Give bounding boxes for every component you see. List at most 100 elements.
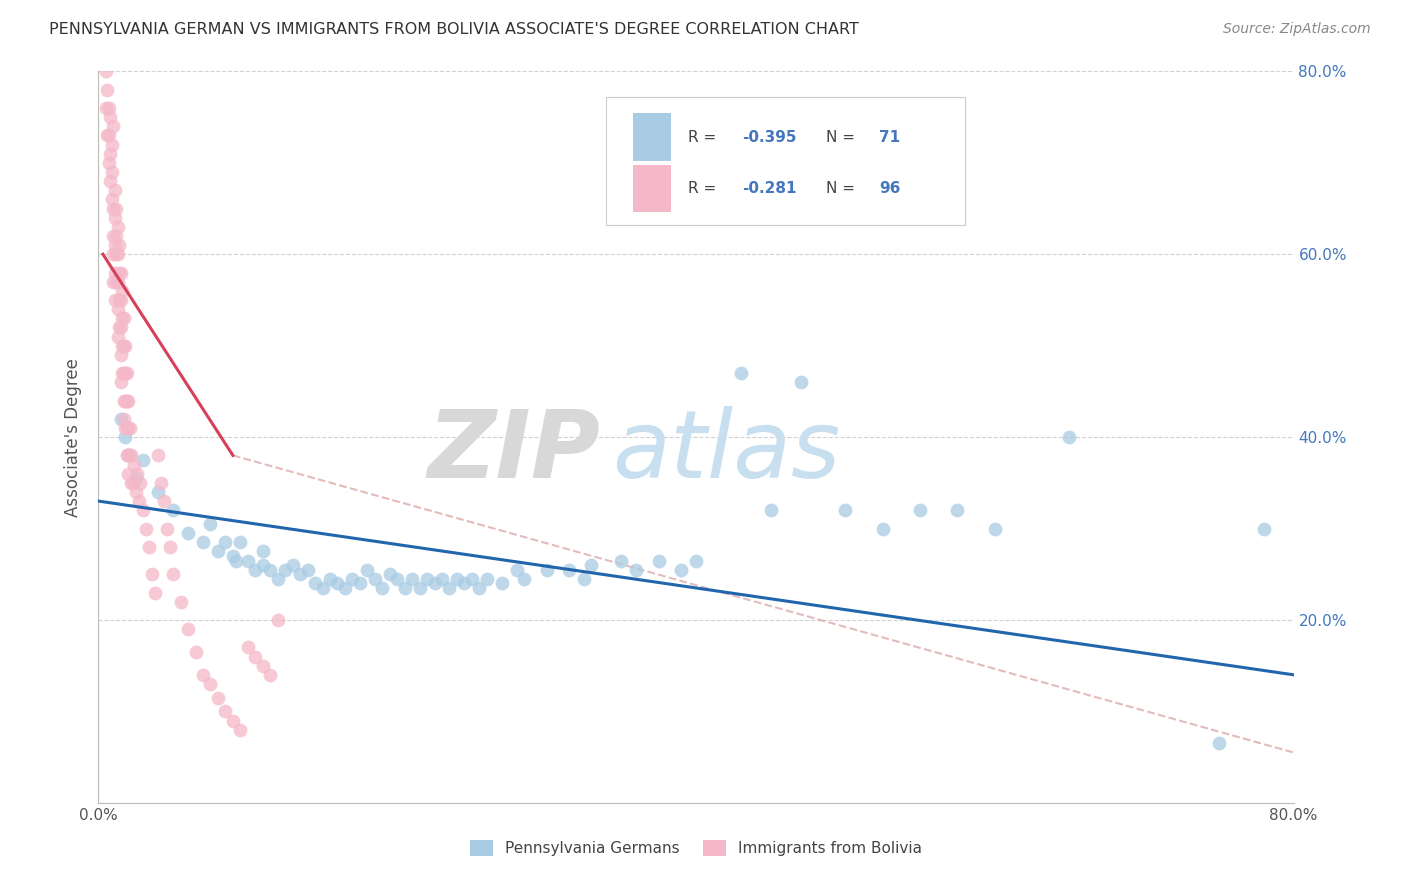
Point — [110, 375, 132, 389]
Point — [112, 338, 135, 352]
Point — [162, 503, 184, 517]
Point — [97, 128, 120, 143]
Point — [98, 110, 122, 124]
Point — [111, 311, 134, 326]
Point — [148, 448, 170, 462]
Point — [110, 320, 132, 334]
Point — [124, 458, 146, 472]
Point — [259, 563, 281, 577]
Point — [385, 572, 409, 586]
Point — [349, 576, 371, 591]
Point — [143, 585, 166, 599]
Point — [371, 581, 394, 595]
Point — [117, 448, 139, 462]
Point — [304, 576, 326, 591]
Point — [229, 723, 252, 737]
Point — [378, 567, 401, 582]
Point — [103, 247, 125, 261]
Point — [128, 494, 150, 508]
Point — [281, 558, 304, 573]
Point — [267, 613, 290, 627]
Text: ZIP: ZIP — [427, 406, 600, 498]
Point — [114, 338, 136, 352]
Point — [135, 521, 157, 535]
Point — [245, 563, 267, 577]
Point — [108, 293, 131, 307]
Point — [453, 576, 475, 591]
Point — [105, 247, 128, 261]
Point — [103, 120, 125, 134]
Point — [94, 64, 117, 78]
Point — [96, 82, 118, 96]
Point — [104, 266, 127, 280]
Point — [834, 503, 856, 517]
Point — [117, 393, 139, 408]
Point — [236, 640, 259, 655]
Point — [112, 393, 135, 408]
Point — [401, 572, 423, 586]
Point — [191, 667, 214, 681]
Point — [214, 535, 236, 549]
Point — [1253, 521, 1275, 535]
Point — [101, 165, 124, 179]
Text: Source: ZipAtlas.com: Source: ZipAtlas.com — [1223, 22, 1371, 37]
Text: -0.395: -0.395 — [742, 129, 797, 145]
Point — [97, 101, 120, 115]
Point — [267, 572, 290, 586]
Legend: Pennsylvania Germans, Immigrants from Bolivia: Pennsylvania Germans, Immigrants from Bo… — [465, 836, 927, 861]
Point — [121, 475, 143, 490]
Point — [236, 553, 259, 567]
Text: atlas: atlas — [613, 406, 841, 497]
Point — [513, 572, 536, 586]
Point — [117, 421, 139, 435]
Text: N =: N = — [827, 181, 860, 196]
Point — [730, 366, 752, 380]
Point — [101, 137, 124, 152]
Point — [115, 448, 138, 462]
Point — [108, 320, 131, 334]
Point — [125, 471, 148, 485]
Point — [114, 393, 136, 408]
Text: 96: 96 — [879, 181, 900, 196]
Point — [141, 567, 163, 582]
Point — [97, 156, 120, 170]
Point — [177, 526, 200, 541]
Point — [115, 366, 138, 380]
Point — [107, 329, 129, 343]
Point — [148, 485, 170, 500]
Point — [319, 572, 342, 586]
Point — [108, 238, 131, 252]
Text: PENNSYLVANIA GERMAN VS IMMIGRANTS FROM BOLIVIA ASSOCIATE'S DEGREE CORRELATION CH: PENNSYLVANIA GERMAN VS IMMIGRANTS FROM B… — [49, 22, 859, 37]
Point — [229, 535, 252, 549]
Point — [491, 576, 513, 591]
Bar — [633, 165, 671, 212]
Point — [120, 448, 142, 462]
Point — [115, 421, 138, 435]
Point — [356, 563, 378, 577]
Point — [156, 521, 179, 535]
Point — [394, 581, 416, 595]
Point — [159, 540, 181, 554]
Point — [297, 563, 319, 577]
Point — [132, 503, 155, 517]
Point — [103, 202, 125, 216]
Point — [110, 348, 132, 362]
Point — [245, 649, 267, 664]
Point — [536, 563, 558, 577]
Point — [114, 366, 136, 380]
Point — [430, 572, 453, 586]
Point — [107, 301, 129, 317]
Point — [408, 581, 430, 595]
Point — [669, 563, 692, 577]
Point — [110, 293, 132, 307]
FancyBboxPatch shape — [606, 97, 965, 225]
Point — [94, 101, 117, 115]
Point — [153, 494, 176, 508]
Point — [200, 516, 222, 531]
Point — [468, 581, 491, 595]
Point — [461, 572, 484, 586]
Point — [112, 366, 135, 380]
Point — [169, 594, 191, 608]
Point — [311, 581, 333, 595]
Point — [105, 202, 128, 216]
